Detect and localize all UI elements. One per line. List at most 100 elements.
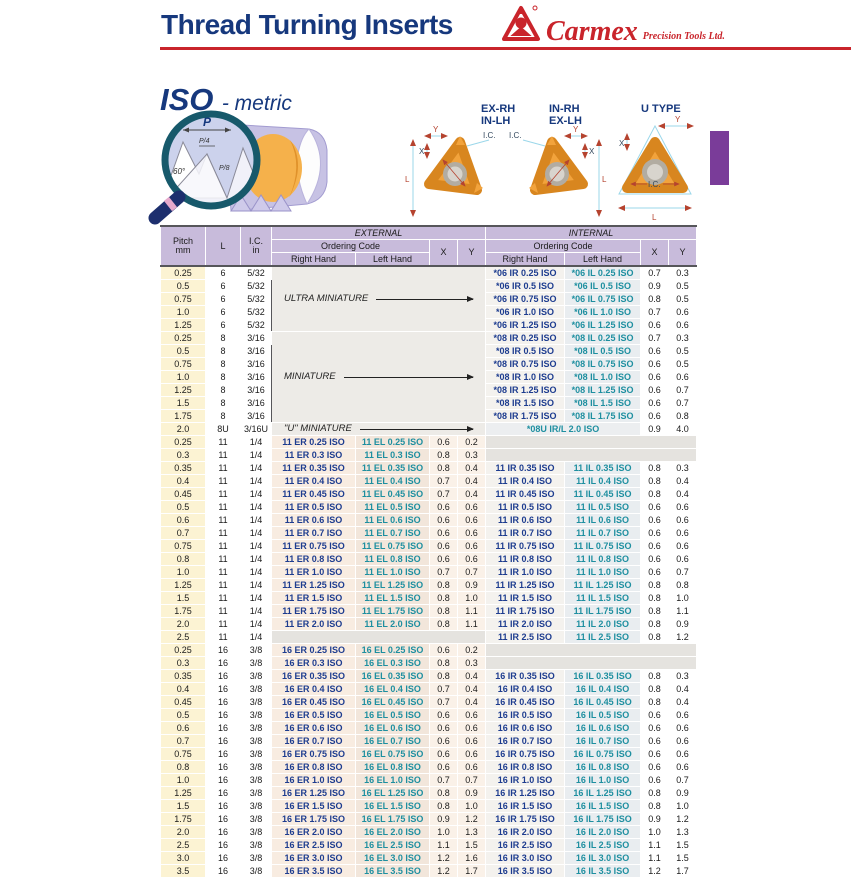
l-cell: 16	[205, 643, 241, 657]
blank-cell	[485, 448, 698, 462]
ext-y: 0.9	[456, 578, 487, 592]
ext-y: 0.6	[456, 526, 487, 540]
ic-cell: 3/8	[240, 864, 272, 878]
int-x: 0.6	[640, 396, 670, 410]
int-x: 0.8	[640, 669, 670, 683]
int-y: 0.7	[668, 396, 698, 410]
dim-p8-label: P/8	[219, 165, 230, 172]
ext-rh-code: 11 ER 0.35 ISO	[271, 461, 356, 475]
ext-x: 0.8	[429, 461, 458, 475]
ext-y: 1.1	[456, 617, 487, 631]
table-row: 1.0 6 5/32 *06 IR 1.0 ISO *06 IL 1.0 ISO 0.7 0…	[160, 305, 698, 319]
ext-y: 0.6	[456, 708, 487, 722]
l-cell: 8U	[205, 422, 241, 436]
int-x: 0.8	[640, 786, 670, 800]
arrow-line	[343, 373, 475, 380]
int-rh-code: *08 IR 1.5 ISO	[485, 396, 566, 410]
ic-cell: 3/8	[240, 695, 272, 709]
int-y: 1.5	[668, 851, 698, 865]
int-x: 0.9	[640, 812, 670, 826]
l-cell: 11	[205, 461, 241, 475]
int-lh-code: 11 IL 0.35 ISO	[564, 461, 642, 475]
pitch-cell: 1.0	[160, 565, 206, 579]
ic-cell: 3/16U	[240, 422, 272, 436]
pitch-cell: 0.35	[160, 669, 206, 683]
ic-cell: 5/32	[240, 292, 272, 306]
pitch-cell: 1.25	[160, 786, 206, 800]
table-row: 2.5 16 3/8 16 ER 2.5 ISO 16 EL 2.5 ISO 1.1 1.5…	[160, 838, 698, 852]
int-lh-code: 16 IL 1.75 ISO	[564, 812, 642, 826]
insert-table-body: 0.25 6 5/32 ULTRA MINIATURE *06 IR 0.25 ISO *…	[160, 265, 698, 878]
int-x: 0.7	[640, 265, 670, 280]
int-lh-code: 16 IL 0.4 ISO	[564, 682, 642, 696]
ext-lh-code: 16 EL 0.75 ISO	[355, 747, 430, 761]
ext-rh-code: 11 ER 2.0 ISO	[271, 617, 356, 631]
ext-rh-code: 16 ER 3.5 ISO	[271, 864, 356, 878]
l-cell: 16	[205, 747, 241, 761]
int-lh-code: *06 IL 1.0 ISO	[564, 305, 642, 319]
ext-rh-code: 16 ER 1.75 ISO	[271, 812, 356, 826]
ext-y: 0.7	[456, 565, 487, 579]
int-y: 0.5	[668, 279, 698, 293]
ic-cell: 3/16	[240, 409, 272, 423]
insert2-label-2: EX-LH	[549, 115, 582, 127]
ext-x: 0.6	[429, 643, 458, 657]
section-subtitle: - metric	[221, 92, 292, 115]
int-lh-code: 11 IL 0.8 ISO	[564, 552, 642, 566]
ext-x: 0.6	[429, 526, 458, 540]
ext-rh-code: 16 ER 0.25 ISO	[271, 643, 356, 657]
int-lh-code: 11 IL 0.5 ISO	[564, 500, 642, 514]
col-header-pitch: Pitch mm	[160, 225, 206, 267]
int-lh-code: 11 IL 0.4 ISO	[564, 474, 642, 488]
pitch-cell: 0.25	[160, 265, 206, 280]
ext-lh-code: 16 EL 0.7 ISO	[355, 734, 430, 748]
pitch-cell: 3.5	[160, 864, 206, 878]
ext-lh-code: 16 EL 3.5 ISO	[355, 864, 430, 878]
ext-rh-code: 11 ER 0.45 ISO	[271, 487, 356, 501]
int-lh-code: 16 IL 0.45 ISO	[564, 695, 642, 709]
ext-x: 0.6	[429, 708, 458, 722]
col-header-l: L	[205, 225, 241, 267]
int-lh-code: 11 IL 0.7 ISO	[564, 526, 642, 540]
ext-x: 0.9	[429, 812, 458, 826]
int-lh-code: *08 IL 0.75 ISO	[564, 357, 642, 371]
ic-cell: 5/32	[240, 279, 272, 293]
l-cell: 16	[205, 734, 241, 748]
ext-rh-code: 16 ER 0.3 ISO	[271, 656, 356, 670]
table-row: 0.35 11 1/4 11 ER 0.35 ISO 11 EL 0.35 ISO 0.8…	[160, 461, 698, 475]
ic-cell: 1/4	[240, 513, 272, 527]
ext-x: 0.8	[429, 578, 458, 592]
table-row: 0.75 6 5/32 *06 IR 0.75 ISO *06 IL 0.75 ISO 0…	[160, 292, 698, 306]
ic-cell: 5/32	[240, 265, 272, 280]
int-x: 1.2	[640, 864, 670, 878]
ext-lh-code: 11 EL 0.75 ISO	[355, 539, 430, 553]
int-rh-code: *08 IR 1.0 ISO	[485, 370, 566, 384]
int-x: 0.6	[640, 383, 670, 397]
int-y: 4.0	[668, 422, 698, 436]
int-rh-code: 16 IR 0.6 ISO	[485, 721, 566, 735]
ext-rh-code: 16 ER 0.4 ISO	[271, 682, 356, 696]
ext-rh-code: 11 ER 0.6 ISO	[271, 513, 356, 527]
ext-rh-code: 16 ER 0.35 ISO	[271, 669, 356, 683]
int-rh-code: *08 IR 0.5 ISO	[485, 344, 566, 358]
int-rh-code: 16 IR 0.5 ISO	[485, 708, 566, 722]
int-x: 0.8	[640, 799, 670, 813]
table-row: 2.5 11 1/4 11 IR 2.5 ISO 11 IL 2.5 ISO 0.8 1.2	[160, 630, 698, 644]
table-row: 1.5 11 1/4 11 ER 1.5 ISO 11 EL 1.5 ISO 0.8 1.0…	[160, 591, 698, 605]
blank-cell	[270, 630, 487, 644]
pitch-cell: 0.8	[160, 552, 206, 566]
insert-ex-rh: L Y X I.C.	[405, 125, 495, 217]
int-x: 0.6	[640, 760, 670, 774]
ic-label: I.C.	[248, 236, 263, 246]
int-y: 0.6	[668, 708, 698, 722]
int-y: 0.6	[668, 318, 698, 332]
ext-x: 1.2	[429, 864, 458, 878]
internal-ordering-code-header: Ordering Code	[485, 239, 642, 253]
svg-text:I.C.: I.C.	[483, 131, 495, 140]
ic-cell: 3/16	[240, 370, 272, 384]
ext-x: 0.6	[429, 747, 458, 761]
ext-lh-code: 11 EL 2.0 ISO	[355, 617, 430, 631]
insert-u-type: X Y I.C. L	[618, 115, 694, 222]
l-cell: 11	[205, 552, 241, 566]
table-row: 0.6 16 3/8 16 ER 0.6 ISO 16 EL 0.6 ISO 0.6 0.6…	[160, 721, 698, 735]
